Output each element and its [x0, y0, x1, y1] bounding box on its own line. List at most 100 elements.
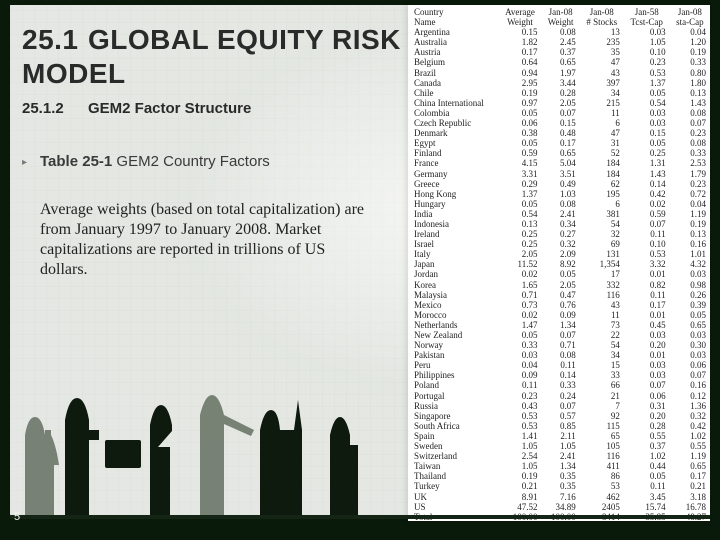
value-cell: 0.25: [499, 229, 542, 239]
table-body: Argentina0.150.08130.030.04Australia1.82…: [408, 27, 710, 521]
value-cell: 0.02: [624, 199, 670, 209]
value-cell: 0.94: [499, 68, 542, 78]
left-text-area: 25.1GLOBAL EQUITY RISK MODEL 25.1.2GEM2 …: [10, 5, 410, 515]
country-cell: UK: [408, 492, 499, 502]
country-cell: Ireland: [408, 229, 499, 239]
value-cell: 0.13: [499, 219, 542, 229]
value-cell: 0.30: [670, 340, 710, 350]
value-cell: 1.19: [670, 451, 710, 461]
value-cell: 3.51: [541, 169, 579, 179]
column-header-bottom: Tcst-Cap: [624, 17, 670, 27]
value-cell: 6: [580, 199, 624, 209]
country-cell: Philippines: [408, 370, 499, 380]
value-cell: 32: [580, 229, 624, 239]
value-cell: 0.08: [541, 27, 579, 37]
country-cell: Argentina: [408, 27, 499, 37]
value-cell: 54: [580, 340, 624, 350]
value-cell: 0.34: [541, 219, 579, 229]
table-row: Germany3.313.511841.431.79: [408, 169, 710, 179]
value-cell: 0.13: [670, 88, 710, 98]
table-row: Norway0.330.71540.200.30: [408, 340, 710, 350]
page-number: 5: [14, 511, 20, 523]
value-cell: 0.14: [541, 370, 579, 380]
table-row: Czech Republic0.060.1560.030.07: [408, 118, 710, 128]
value-cell: 131: [580, 249, 624, 259]
value-cell: 0.42: [624, 189, 670, 199]
value-cell: 0.65: [670, 461, 710, 471]
value-cell: 0.17: [624, 300, 670, 310]
value-cell: 0.35: [541, 481, 579, 491]
value-cell: 411: [580, 461, 624, 471]
value-cell: 115: [580, 421, 624, 431]
value-cell: 3.18: [670, 492, 710, 502]
country-cell: Austria: [408, 47, 499, 57]
value-cell: 0.03: [624, 118, 670, 128]
table-row: Korea1.652.053320.820.98: [408, 280, 710, 290]
value-cell: 0.05: [499, 199, 542, 209]
value-cell: 8.91: [499, 492, 542, 502]
value-cell: 0.28: [541, 88, 579, 98]
value-cell: 0.07: [624, 219, 670, 229]
country-cell: Australia: [408, 37, 499, 47]
value-cell: 92: [580, 411, 624, 421]
country-cell: South Africa: [408, 421, 499, 431]
country-cell: Italy: [408, 249, 499, 259]
value-cell: 0.16: [670, 239, 710, 249]
country-cell: Canada: [408, 78, 499, 88]
value-cell: 0.49: [541, 179, 579, 189]
value-cell: 16.78: [670, 502, 710, 512]
column-header-bottom: Weight: [499, 17, 542, 27]
table-panel: CountryAverageJan-08Jan-08Jan-58Jan-08Na…: [408, 5, 710, 521]
table-row: Indonesia0.130.34540.070.19: [408, 219, 710, 229]
value-cell: 0.97: [499, 98, 542, 108]
value-cell: 0.55: [670, 441, 710, 451]
table-row: Colombia0.050.07110.030.08: [408, 108, 710, 118]
value-cell: 2.53: [670, 158, 710, 168]
value-cell: 0.11: [624, 290, 670, 300]
country-cell: Mexico: [408, 300, 499, 310]
table-row: Chile0.190.28340.050.13: [408, 88, 710, 98]
table-row: Switzerland2.542.411161.021.19: [408, 451, 710, 461]
table-row: Denmark0.380.48470.150.23: [408, 128, 710, 138]
value-cell: 11.52: [499, 259, 542, 269]
value-cell: 0.17: [670, 471, 710, 481]
value-cell: 0.15: [624, 128, 670, 138]
value-cell: 0.14: [624, 179, 670, 189]
value-cell: 0.73: [499, 300, 542, 310]
table-row: US47.5234.89240515.7416.78: [408, 502, 710, 512]
column-header-top: Jan-58: [624, 5, 670, 17]
value-cell: 0.82: [624, 280, 670, 290]
value-cell: 0.06: [670, 360, 710, 370]
section-number: 25.1: [22, 23, 88, 57]
value-cell: 0.11: [499, 380, 542, 390]
value-cell: 462: [580, 492, 624, 502]
table-row: Italy2.052.091310.531.01: [408, 249, 710, 259]
value-cell: 0.04: [499, 360, 542, 370]
column-header-bottom: # Stocks: [580, 17, 624, 27]
country-cell: Malaysia: [408, 290, 499, 300]
table-row: Greece0.290.49620.140.23: [408, 179, 710, 189]
country-cell: Czech Republic: [408, 118, 499, 128]
value-cell: 1.01: [670, 249, 710, 259]
value-cell: 34: [580, 88, 624, 98]
value-cell: 215: [580, 98, 624, 108]
value-cell: 0.29: [499, 179, 542, 189]
value-cell: 3.44: [541, 78, 579, 88]
value-cell: 7.16: [541, 492, 579, 502]
value-cell: 65: [580, 431, 624, 441]
country-cell: Morocco: [408, 310, 499, 320]
column-header-bottom: sta-Cap: [670, 17, 710, 27]
column-header-top: Jan-08: [670, 5, 710, 17]
value-cell: 0.55: [624, 431, 670, 441]
value-cell: 0.53: [624, 68, 670, 78]
value-cell: 0.07: [670, 118, 710, 128]
value-cell: 116: [580, 290, 624, 300]
value-cell: 0.02: [499, 269, 542, 279]
table-row: South Africa0.530.851150.280.42: [408, 421, 710, 431]
value-cell: 0.19: [670, 219, 710, 229]
country-cell: Peru: [408, 360, 499, 370]
value-cell: 6: [580, 118, 624, 128]
value-cell: 0.45: [624, 320, 670, 330]
value-cell: 397: [580, 78, 624, 88]
value-cell: 0.37: [624, 441, 670, 451]
